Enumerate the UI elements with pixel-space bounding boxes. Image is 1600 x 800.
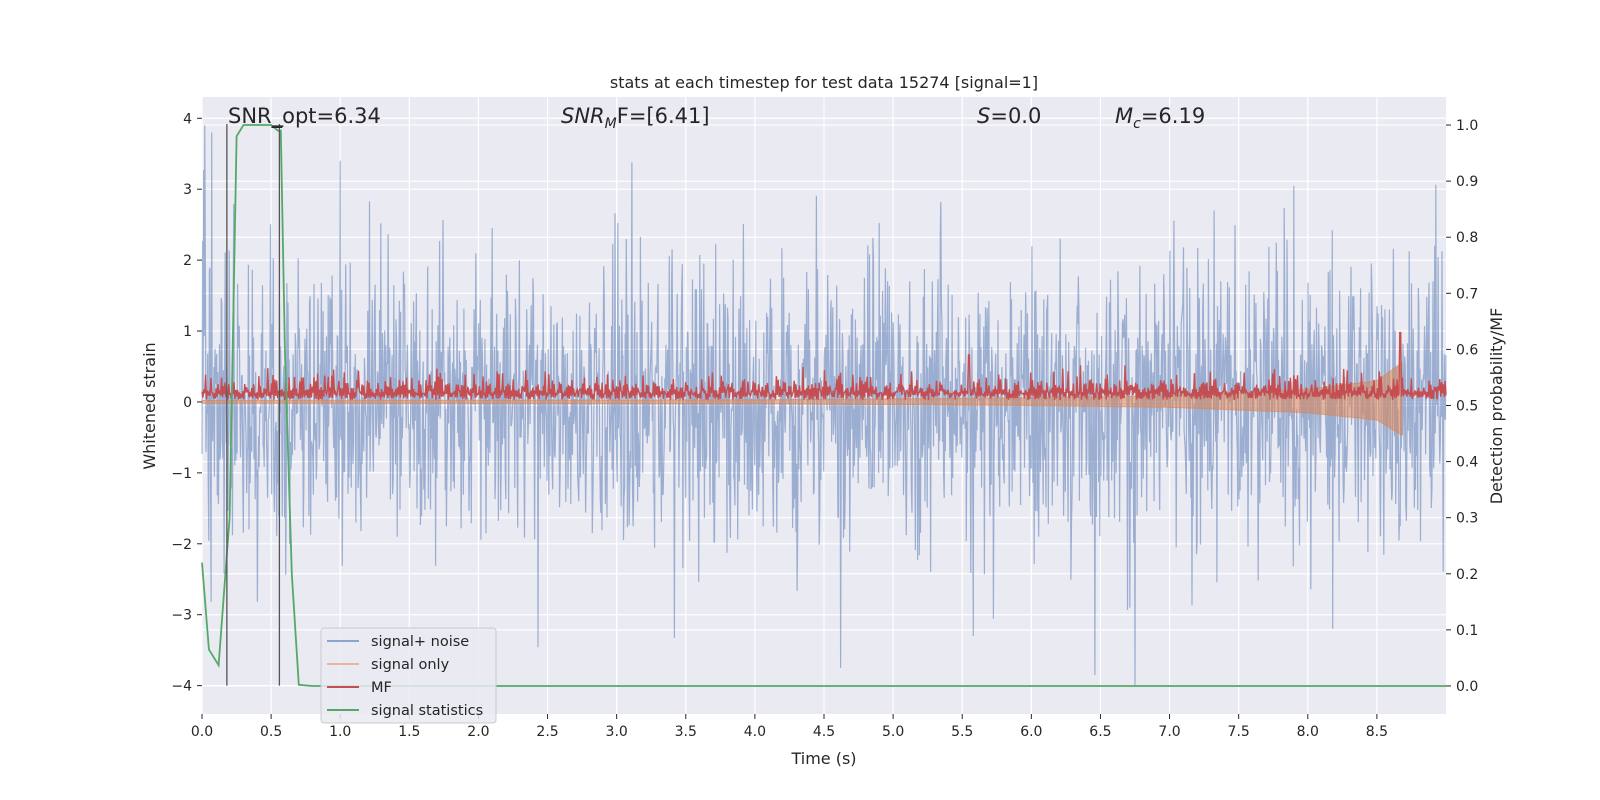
- x-tick-label: 8.5: [1366, 724, 1388, 740]
- x-tick-label: 3.0: [606, 724, 628, 740]
- y-tick-label-right: 0.1: [1456, 623, 1478, 639]
- y-tick-label-right: 0.2: [1456, 567, 1478, 583]
- x-tick-label: 7.0: [1158, 724, 1180, 740]
- y-tick-label-right: 0.5: [1456, 399, 1478, 415]
- annotation-s-value: =0.0: [990, 104, 1041, 128]
- annotation-mc-value: =6.19: [1141, 104, 1205, 128]
- annotation-mc: Mc=6.19: [1115, 104, 1205, 132]
- y-tick-label-right: 0.7: [1456, 286, 1478, 302]
- y-tick-label-right: 0.0: [1456, 679, 1478, 695]
- x-tick-label: 1.0: [329, 724, 351, 740]
- y-tick-label-left: −1: [171, 466, 192, 482]
- legend-box: [320, 627, 497, 724]
- axis-layer: 0.0 0.5 1.0 1.5 2.0 2.5 3.0 3.5 4.0 4.5 5.0 5.5 6.0 6…: [171, 111, 1478, 740]
- y-tick-label-left: 3: [183, 182, 192, 198]
- annotation-snr-mf-main: SNR: [561, 104, 605, 128]
- y-axis-label-right: Detection probability/MF: [1487, 308, 1506, 505]
- y-tick-label-right: 0.9: [1456, 174, 1478, 190]
- x-tick-label: 5.0: [882, 724, 904, 740]
- x-tick-label: 1.5: [398, 724, 420, 740]
- annotation-snr-mf: SNRMF=[6.41]: [561, 104, 710, 132]
- x-tick-label: 2.0: [467, 724, 489, 740]
- x-tick-label: 2.5: [536, 724, 558, 740]
- annotation-s-symbol: S: [977, 104, 990, 128]
- y-tick-label-right: 1.0: [1456, 118, 1478, 134]
- y-tick-label-left: 2: [183, 253, 192, 269]
- x-tick-label: 4.5: [813, 724, 835, 740]
- series-mf: [201, 331, 1447, 400]
- chart-title: stats at each timestep for test data 152…: [610, 73, 1038, 92]
- legend: signal+ noise signal only MF signal stat…: [320, 627, 497, 724]
- y-tick-label-right: 0.6: [1456, 342, 1478, 358]
- x-tick-label: 3.5: [675, 724, 697, 740]
- y-axis-label-left: Whitened strain: [140, 342, 159, 469]
- x-tick-label: 0.5: [260, 724, 282, 740]
- y-tick-label-right: 0.4: [1456, 455, 1478, 471]
- legend-label-signal-only: signal only: [371, 657, 450, 673]
- y-tick-label-left: −4: [171, 679, 192, 695]
- y-tick-label-left: −2: [171, 537, 192, 553]
- x-tick-label: 6.0: [1020, 724, 1042, 740]
- y-tick-label-left: 0: [183, 395, 192, 411]
- series-signal-statistics: [201, 124, 1446, 687]
- series-layer: [201, 123, 1447, 687]
- y-tick-label-left: −3: [171, 608, 192, 624]
- annotation-snr-mf-tail: F=[6.41]: [617, 104, 710, 128]
- x-tick-label: 8.0: [1297, 724, 1319, 740]
- legend-label-signal-noise: signal+ noise: [371, 634, 469, 650]
- annotation-snr-mf-sub: M: [605, 116, 617, 132]
- annotation-mc-sub: c: [1133, 116, 1141, 132]
- annotation-s: S=0.0: [977, 104, 1041, 128]
- x-axis-label: Time (s): [790, 749, 856, 768]
- x-tick-label: 7.5: [1228, 724, 1250, 740]
- legend-label-signal-statistics: signal statistics: [371, 703, 483, 719]
- y-tick-label-right: 0.3: [1456, 511, 1478, 527]
- x-tick-label: 4.0: [744, 724, 766, 740]
- x-tick-label: 6.5: [1089, 724, 1111, 740]
- annotation-mc-main: M: [1115, 104, 1133, 128]
- x-tick-label: 0.0: [191, 724, 213, 740]
- y-tick-label-left: 1: [183, 324, 192, 340]
- series-signal-noise: [201, 125, 1447, 686]
- annotation-snr-opt: SNR_opt=6.34: [228, 104, 381, 129]
- y-tick-label-left: 4: [183, 111, 192, 127]
- x-tick-label: 5.5: [951, 724, 973, 740]
- legend-label-mf: MF: [371, 680, 392, 696]
- series-signal-only: [201, 361, 1403, 436]
- y-tick-label-right: 0.8: [1456, 230, 1478, 246]
